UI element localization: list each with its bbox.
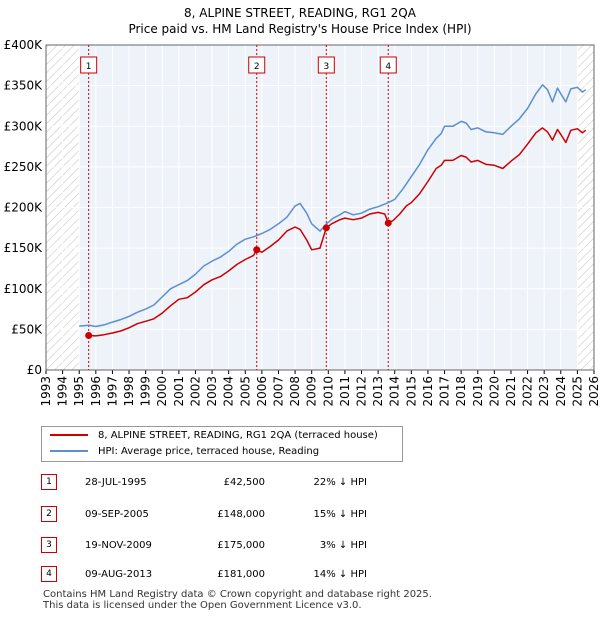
transaction-date: 09-AUG-2013 bbox=[85, 569, 153, 580]
legend-label-property: 8, ALPINE STREET, READING, RG1 2QA (terr… bbox=[98, 430, 378, 441]
x-tick-label: 2023 bbox=[537, 376, 551, 407]
x-tick-label: 2021 bbox=[504, 376, 518, 407]
x-tick-label: 2026 bbox=[587, 376, 600, 407]
y-tick-label: £150K bbox=[4, 241, 44, 255]
sale-marker-label: 1 bbox=[86, 62, 92, 72]
y-tick-label: £300K bbox=[4, 119, 44, 133]
transaction-date: 28-JUL-1995 bbox=[85, 477, 147, 488]
footer-licence: This data is licensed under the Open Gov… bbox=[43, 600, 362, 611]
transaction-row: 4 09-AUG-2013 £181,000 14% ↓ HPI bbox=[41, 566, 401, 584]
sale-point bbox=[322, 224, 330, 232]
hpi-line bbox=[79, 84, 587, 328]
x-tick-label: 2002 bbox=[188, 376, 202, 407]
transaction-row: 2 09-SEP-2005 £148,000 15% ↓ HPI bbox=[41, 506, 401, 524]
transaction-row: 1 28-JUL-1995 £42,500 22% ↓ HPI bbox=[41, 474, 401, 492]
sale-point bbox=[384, 219, 392, 227]
transaction-number: 4 bbox=[41, 566, 57, 582]
footer-copyright: Contains HM Land Registry data © Crown c… bbox=[43, 589, 432, 600]
x-tick-label: 1999 bbox=[139, 376, 153, 407]
x-tick-label: 1997 bbox=[105, 376, 119, 407]
transaction-price: £148,000 bbox=[217, 509, 265, 520]
x-tick-label: 2025 bbox=[570, 376, 584, 407]
x-tick-label: 2015 bbox=[404, 376, 418, 407]
x-tick-label: 2006 bbox=[255, 376, 269, 407]
sale-marker-label: 3 bbox=[323, 62, 329, 72]
transaction-hpi-diff: 22% ↓ HPI bbox=[313, 477, 367, 488]
x-tick-label: 2012 bbox=[355, 376, 369, 407]
legend-item-property: 8, ALPINE STREET, READING, RG1 2QA (terr… bbox=[50, 428, 378, 444]
sale-marker-label: 4 bbox=[385, 62, 391, 72]
x-tick-label: 2000 bbox=[155, 376, 169, 407]
x-tick-label: 2019 bbox=[471, 376, 485, 407]
x-tick-label: 1996 bbox=[89, 376, 103, 407]
transaction-price: £42,500 bbox=[223, 477, 265, 488]
transaction-hpi-diff: 14% ↓ HPI bbox=[313, 569, 367, 580]
y-tick-label: £350K bbox=[4, 79, 44, 93]
y-tick-label: £250K bbox=[4, 160, 44, 174]
transaction-hpi-diff: 15% ↓ HPI bbox=[313, 509, 367, 520]
x-tick-label: 2014 bbox=[388, 376, 402, 407]
plot-border bbox=[45, 44, 595, 371]
property-price-line bbox=[88, 127, 587, 337]
y-tick-label: £400K bbox=[4, 38, 44, 52]
sale-marker-box bbox=[317, 56, 335, 74]
transaction-date: 09-SEP-2005 bbox=[85, 509, 149, 520]
sale-marker-box bbox=[80, 56, 98, 74]
sale-marker-box bbox=[248, 56, 266, 74]
x-tick-label: 2007 bbox=[271, 376, 285, 407]
chart-title: 8, ALPINE STREET, READING, RG1 2QA bbox=[184, 6, 416, 20]
transaction-row: 3 19-NOV-2009 £175,000 3% ↓ HPI bbox=[41, 537, 401, 555]
x-tick-label: 2018 bbox=[454, 376, 468, 407]
chart-legend: 8, ALPINE STREET, READING, RG1 2QA (terr… bbox=[41, 426, 403, 462]
transaction-number: 2 bbox=[41, 506, 57, 522]
sale-marker-box bbox=[379, 56, 397, 74]
legend-swatch-hpi bbox=[50, 450, 88, 452]
x-tick-label: 2017 bbox=[438, 376, 452, 407]
transaction-number: 3 bbox=[41, 537, 57, 553]
y-tick-label: £200K bbox=[4, 201, 44, 215]
x-tick-label: 1993 bbox=[39, 376, 53, 407]
chart-subtitle: Price paid vs. HM Land Registry's House … bbox=[128, 22, 472, 36]
x-tick-label: 1998 bbox=[122, 376, 136, 407]
x-tick-label: 2011 bbox=[338, 376, 352, 407]
transaction-date: 19-NOV-2009 bbox=[85, 540, 152, 551]
x-tick-label: 2004 bbox=[222, 376, 236, 407]
transaction-price: £181,000 bbox=[217, 569, 265, 580]
price-chart: £0 £50K £100K £150K £200K £250K £300K £350K £400… bbox=[4, 38, 600, 407]
transaction-hpi-diff: 3% ↓ HPI bbox=[319, 540, 367, 551]
sale-point bbox=[85, 331, 93, 339]
transaction-number: 1 bbox=[41, 474, 57, 490]
x-tick-label: 1994 bbox=[56, 376, 70, 407]
x-tick-label: 2020 bbox=[487, 376, 501, 407]
x-tick-label: 2024 bbox=[554, 376, 568, 407]
y-tick-label: £100K bbox=[4, 282, 44, 296]
x-tick-label: 1995 bbox=[72, 376, 86, 407]
y-tick-label: £50K bbox=[11, 322, 43, 336]
sale-marker-label: 2 bbox=[254, 62, 260, 72]
sale-point bbox=[253, 246, 261, 254]
x-tick-label: 2001 bbox=[172, 376, 186, 407]
x-tick-label: 2003 bbox=[205, 376, 219, 407]
legend-item-hpi: HPI: Average price, terraced house, Read… bbox=[50, 444, 319, 460]
x-tick-label: 2009 bbox=[305, 376, 319, 407]
x-tick-label: 2010 bbox=[321, 376, 335, 407]
x-tick-label: 2013 bbox=[371, 376, 385, 407]
y-tick-label: £0 bbox=[27, 363, 42, 377]
legend-label-hpi: HPI: Average price, terraced house, Read… bbox=[98, 446, 320, 457]
x-tick-label: 2022 bbox=[521, 376, 535, 407]
x-tick-label: 2005 bbox=[238, 376, 252, 407]
transaction-price: £175,000 bbox=[217, 540, 265, 551]
x-tick-label: 2008 bbox=[288, 376, 302, 407]
legend-swatch-property bbox=[50, 434, 88, 436]
x-tick-label: 2016 bbox=[421, 376, 435, 407]
